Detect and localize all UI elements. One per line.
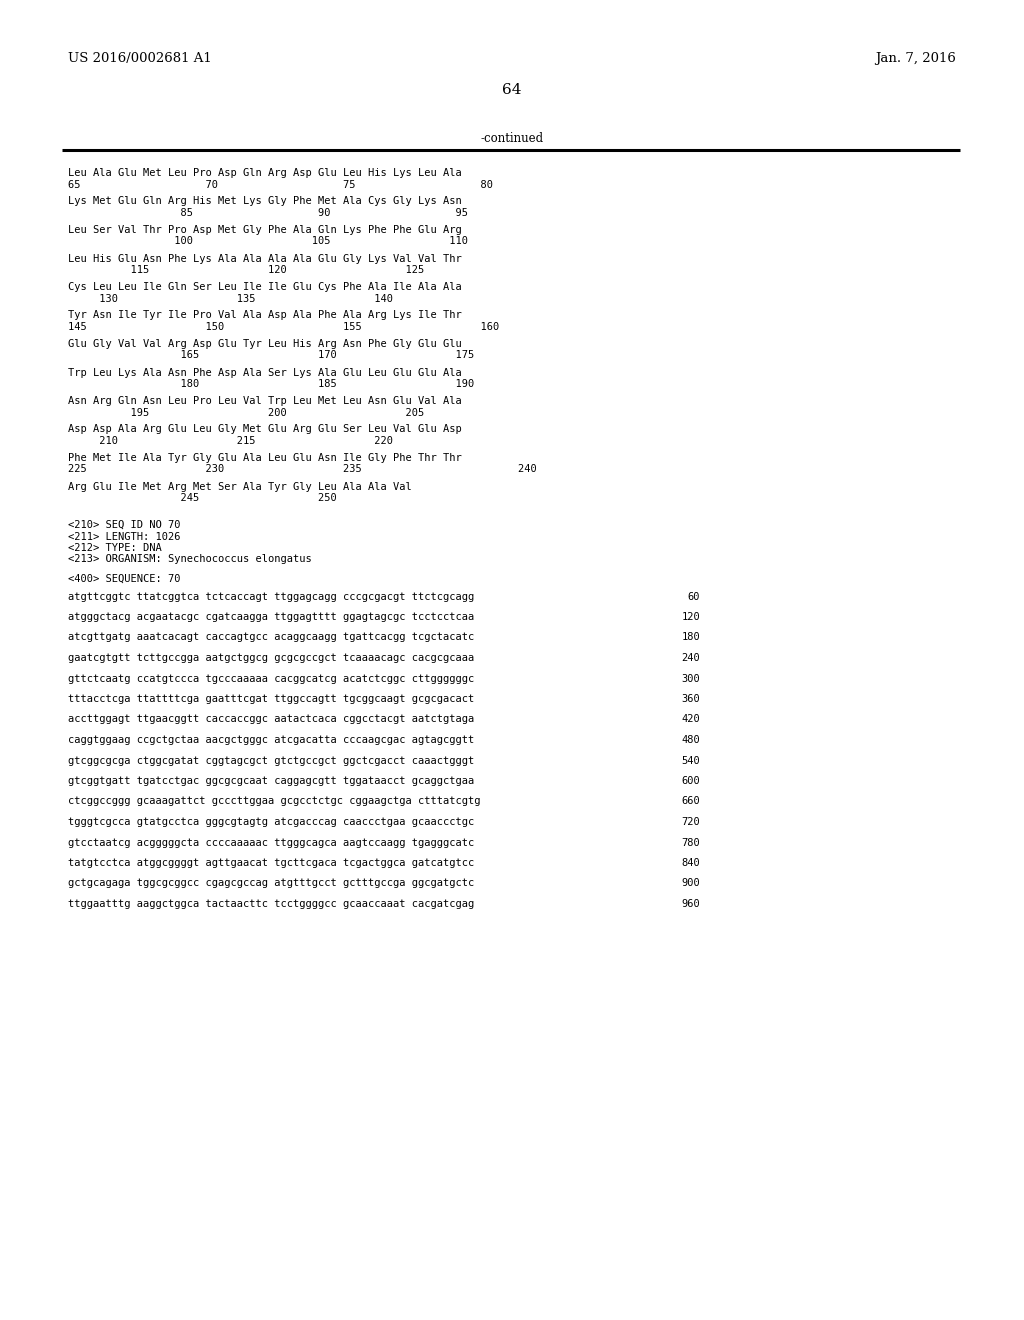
Text: 64: 64	[502, 83, 522, 96]
Text: <213> ORGANISM: Synechococcus elongatus: <213> ORGANISM: Synechococcus elongatus	[68, 554, 311, 565]
Text: 720: 720	[681, 817, 700, 828]
Text: 210                   215                   220: 210 215 220	[68, 436, 393, 446]
Text: Leu Ser Val Thr Pro Asp Met Gly Phe Ala Gln Lys Phe Phe Glu Arg: Leu Ser Val Thr Pro Asp Met Gly Phe Ala …	[68, 224, 462, 235]
Text: Lys Met Glu Gln Arg His Met Lys Gly Phe Met Ala Cys Gly Lys Asn: Lys Met Glu Gln Arg His Met Lys Gly Phe …	[68, 197, 462, 206]
Text: 420: 420	[681, 714, 700, 725]
Text: Trp Leu Lys Ala Asn Phe Asp Ala Ser Lys Ala Glu Leu Glu Glu Ala: Trp Leu Lys Ala Asn Phe Asp Ala Ser Lys …	[68, 367, 462, 378]
Text: 180                   185                   190: 180 185 190	[68, 379, 474, 389]
Text: Asn Arg Gln Asn Leu Pro Leu Val Trp Leu Met Leu Asn Glu Val Ala: Asn Arg Gln Asn Leu Pro Leu Val Trp Leu …	[68, 396, 462, 407]
Text: gctgcagaga tggcgcggcc cgagcgccag atgtttgcct gctttgccga ggcgatgctc: gctgcagaga tggcgcggcc cgagcgccag atgtttg…	[68, 879, 474, 888]
Text: Tyr Asn Ile Tyr Ile Pro Val Ala Asp Ala Phe Ala Arg Lys Ile Thr: Tyr Asn Ile Tyr Ile Pro Val Ala Asp Ala …	[68, 310, 462, 321]
Text: tatgtcctca atggcggggt agttgaacat tgcttcgaca tcgactggca gatcatgtcc: tatgtcctca atggcggggt agttgaacat tgcttcg…	[68, 858, 474, 869]
Text: 65                    70                    75                    80: 65 70 75 80	[68, 180, 493, 190]
Text: Arg Glu Ile Met Arg Met Ser Ala Tyr Gly Leu Ala Ala Val: Arg Glu Ile Met Arg Met Ser Ala Tyr Gly …	[68, 482, 412, 491]
Text: <211> LENGTH: 1026: <211> LENGTH: 1026	[68, 532, 180, 541]
Text: 660: 660	[681, 796, 700, 807]
Text: 300: 300	[681, 673, 700, 684]
Text: gtcctaatcg acgggggcta ccccaaaaac ttgggcagca aagtccaagg tgagggcatc: gtcctaatcg acgggggcta ccccaaaaac ttgggca…	[68, 837, 474, 847]
Text: Leu Ala Glu Met Leu Pro Asp Gln Arg Asp Glu Leu His Lys Leu Ala: Leu Ala Glu Met Leu Pro Asp Gln Arg Asp …	[68, 168, 462, 178]
Text: -continued: -continued	[480, 132, 544, 145]
Text: tttacctcga ttattttcga gaatttcgat ttggccagtt tgcggcaagt gcgcgacact: tttacctcga ttattttcga gaatttcgat ttggcca…	[68, 694, 474, 704]
Text: Jan. 7, 2016: Jan. 7, 2016	[876, 51, 956, 65]
Text: 840: 840	[681, 858, 700, 869]
Text: 480: 480	[681, 735, 700, 744]
Text: 540: 540	[681, 755, 700, 766]
Text: 240: 240	[681, 653, 700, 663]
Text: 85                    90                    95: 85 90 95	[68, 209, 468, 218]
Text: ctcggccggg gcaaagattct gcccttggaa gcgcctctgc cggaagctga ctttatcgtg: ctcggccggg gcaaagattct gcccttggaa gcgcct…	[68, 796, 480, 807]
Text: <400> SEQUENCE: 70: <400> SEQUENCE: 70	[68, 574, 180, 583]
Text: tgggtcgcca gtatgcctca gggcgtagtg atcgacccag caaccctgaa gcaaccctgc: tgggtcgcca gtatgcctca gggcgtagtg atcgacc…	[68, 817, 474, 828]
Text: Asp Asp Ala Arg Glu Leu Gly Met Glu Arg Glu Ser Leu Val Glu Asp: Asp Asp Ala Arg Glu Leu Gly Met Glu Arg …	[68, 425, 462, 434]
Text: ttggaatttg aaggctggca tactaacttc tcctggggcc gcaaccaaat cacgatcgag: ttggaatttg aaggctggca tactaacttc tcctggg…	[68, 899, 474, 909]
Text: 180: 180	[681, 632, 700, 643]
Text: US 2016/0002681 A1: US 2016/0002681 A1	[68, 51, 212, 65]
Text: 960: 960	[681, 899, 700, 909]
Text: Glu Gly Val Val Arg Asp Glu Tyr Leu His Arg Asn Phe Gly Glu Glu: Glu Gly Val Val Arg Asp Glu Tyr Leu His …	[68, 339, 462, 348]
Text: 245                   250: 245 250	[68, 492, 337, 503]
Text: Phe Met Ile Ala Tyr Gly Glu Ala Leu Glu Asn Ile Gly Phe Thr Thr: Phe Met Ile Ala Tyr Gly Glu Ala Leu Glu …	[68, 453, 462, 463]
Text: gttctcaatg ccatgtccca tgcccaaaaa cacggcatcg acatctcggc cttggggggc: gttctcaatg ccatgtccca tgcccaaaaa cacggca…	[68, 673, 474, 684]
Text: 130                   135                   140: 130 135 140	[68, 293, 393, 304]
Text: 120: 120	[681, 612, 700, 622]
Text: 145                   150                   155                   160: 145 150 155 160	[68, 322, 500, 333]
Text: caggtggaag ccgctgctaa aacgctgggc atcgacatta cccaagcgac agtagcggtt: caggtggaag ccgctgctaa aacgctgggc atcgaca…	[68, 735, 474, 744]
Text: <210> SEQ ID NO 70: <210> SEQ ID NO 70	[68, 520, 180, 531]
Text: atcgttgatg aaatcacagt caccagtgcc acaggcaagg tgattcacgg tcgctacatc: atcgttgatg aaatcacagt caccagtgcc acaggca…	[68, 632, 474, 643]
Text: gtcggcgcga ctggcgatat cggtagcgct gtctgccgct ggctcgacct caaactgggt: gtcggcgcga ctggcgatat cggtagcgct gtctgcc…	[68, 755, 474, 766]
Text: accttggagt ttgaacggtt caccaccggc aatactcaca cggcctacgt aatctgtaga: accttggagt ttgaacggtt caccaccggc aatactc…	[68, 714, 474, 725]
Text: 900: 900	[681, 879, 700, 888]
Text: 195                   200                   205: 195 200 205	[68, 408, 424, 417]
Text: 100                   105                   110: 100 105 110	[68, 236, 468, 247]
Text: 360: 360	[681, 694, 700, 704]
Text: 225                   230                   235                         240: 225 230 235 240	[68, 465, 537, 474]
Text: 165                   170                   175: 165 170 175	[68, 351, 474, 360]
Text: 60: 60	[687, 591, 700, 602]
Text: Leu His Glu Asn Phe Lys Ala Ala Ala Ala Glu Gly Lys Val Val Thr: Leu His Glu Asn Phe Lys Ala Ala Ala Ala …	[68, 253, 462, 264]
Text: 115                   120                   125: 115 120 125	[68, 265, 424, 275]
Text: gtcggtgatt tgatcctgac ggcgcgcaat caggagcgtt tggataacct gcaggctgaa: gtcggtgatt tgatcctgac ggcgcgcaat caggagc…	[68, 776, 474, 785]
Text: atgggctacg acgaatacgc cgatcaagga ttggagtttt ggagtagcgc tcctcctcaa: atgggctacg acgaatacgc cgatcaagga ttggagt…	[68, 612, 474, 622]
Text: 600: 600	[681, 776, 700, 785]
Text: atgttcggtc ttatcggtca tctcaccagt ttggagcagg cccgcgacgt ttctcgcagg: atgttcggtc ttatcggtca tctcaccagt ttggagc…	[68, 591, 474, 602]
Text: <212> TYPE: DNA: <212> TYPE: DNA	[68, 543, 162, 553]
Text: Cys Leu Leu Ile Gln Ser Leu Ile Ile Glu Cys Phe Ala Ile Ala Ala: Cys Leu Leu Ile Gln Ser Leu Ile Ile Glu …	[68, 282, 462, 292]
Text: 780: 780	[681, 837, 700, 847]
Text: gaatcgtgtt tcttgccgga aatgctggcg gcgcgccgct tcaaaacagc cacgcgcaaa: gaatcgtgtt tcttgccgga aatgctggcg gcgcgcc…	[68, 653, 474, 663]
